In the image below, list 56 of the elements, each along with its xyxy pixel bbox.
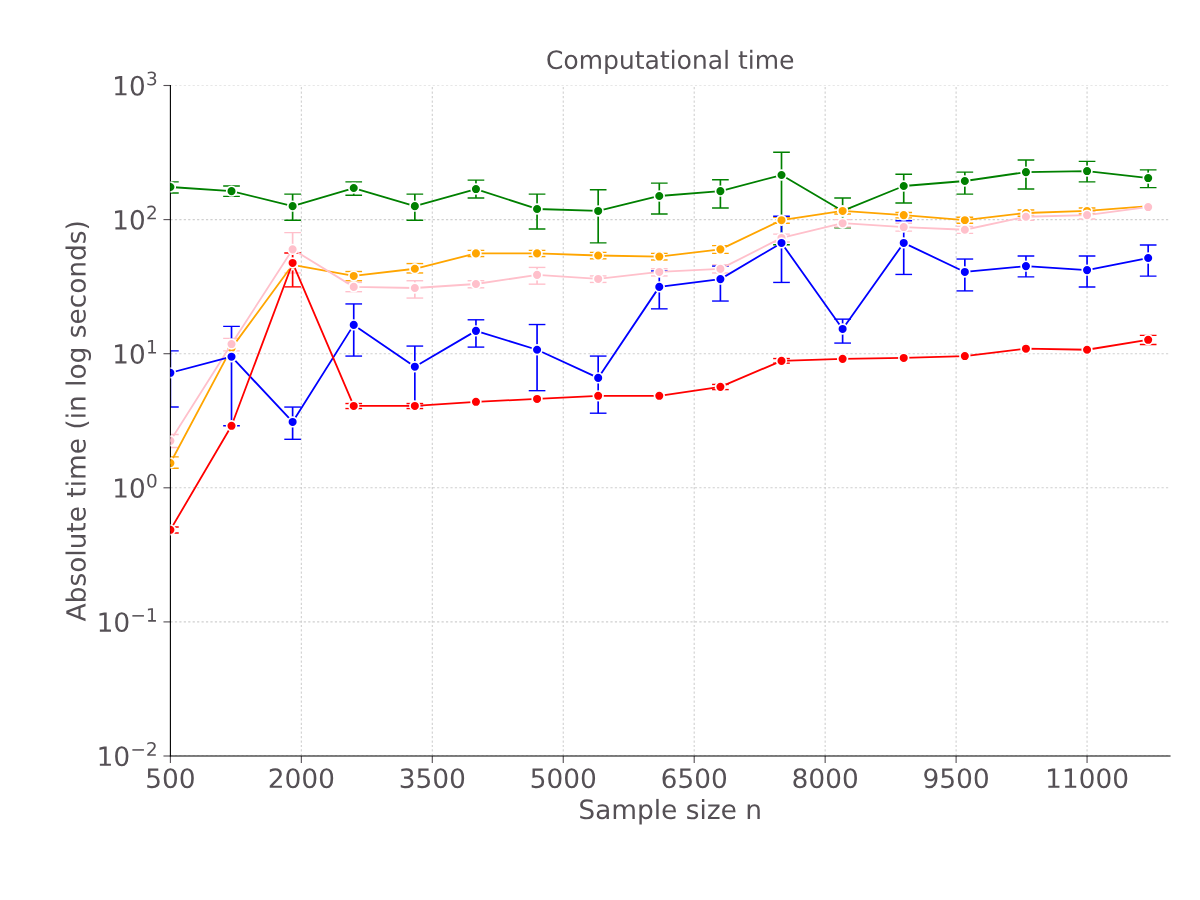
point <box>959 266 971 278</box>
x-tick-label: 6500 <box>662 768 727 789</box>
point <box>470 325 482 337</box>
point <box>409 263 421 275</box>
y-tick-label: 10$^{2}$ <box>115 205 156 230</box>
point <box>1020 342 1032 355</box>
chart-title: Computational time <box>547 49 794 75</box>
point <box>348 281 360 293</box>
y-tick-label: 10$^{1}$ <box>115 339 157 364</box>
point <box>1081 165 1093 177</box>
point <box>898 180 910 192</box>
x-tick-label: 5000 <box>531 768 596 789</box>
x-tick-label: 3500 <box>400 768 465 789</box>
x-tick-label: 500 <box>147 768 194 789</box>
point <box>409 200 421 212</box>
y-tick-label: 10$^{3}$ <box>115 71 157 96</box>
y-tick-label: 10$^{0}$ <box>115 473 157 498</box>
x-tick-label: 8000 <box>793 768 857 789</box>
point <box>1020 260 1032 272</box>
y-tick-label: 10$^{−1}$ <box>99 608 156 633</box>
x-tick-label: 11000 <box>1047 768 1128 789</box>
point <box>409 282 421 294</box>
point <box>1142 172 1154 184</box>
y-axis-title: Absolute time (in log seconds) <box>65 222 92 622</box>
point <box>1081 264 1093 276</box>
point <box>409 360 421 373</box>
x-axis-title: Sample size n <box>580 798 760 825</box>
point <box>531 344 543 356</box>
y-tick-label: 10$^{−2}$ <box>99 742 156 767</box>
point <box>531 269 543 281</box>
point <box>775 169 788 181</box>
point <box>592 205 604 217</box>
point <box>775 237 788 249</box>
point <box>348 319 360 331</box>
point <box>286 243 299 256</box>
point <box>531 203 543 215</box>
point <box>225 420 238 432</box>
point <box>1142 252 1154 264</box>
point <box>959 175 971 187</box>
point <box>286 200 299 212</box>
x-tick-label: 2000 <box>269 768 334 789</box>
point <box>775 214 788 226</box>
point <box>898 221 910 233</box>
point <box>714 185 727 197</box>
point <box>470 183 482 195</box>
point <box>592 372 604 384</box>
point <box>1142 334 1154 346</box>
point <box>348 182 360 194</box>
point <box>653 190 665 202</box>
point <box>1081 344 1093 356</box>
point <box>1020 166 1032 178</box>
point <box>898 237 910 249</box>
point <box>348 270 360 282</box>
x-tick-label: 9500 <box>924 768 988 789</box>
point <box>714 273 727 285</box>
point <box>592 390 604 402</box>
